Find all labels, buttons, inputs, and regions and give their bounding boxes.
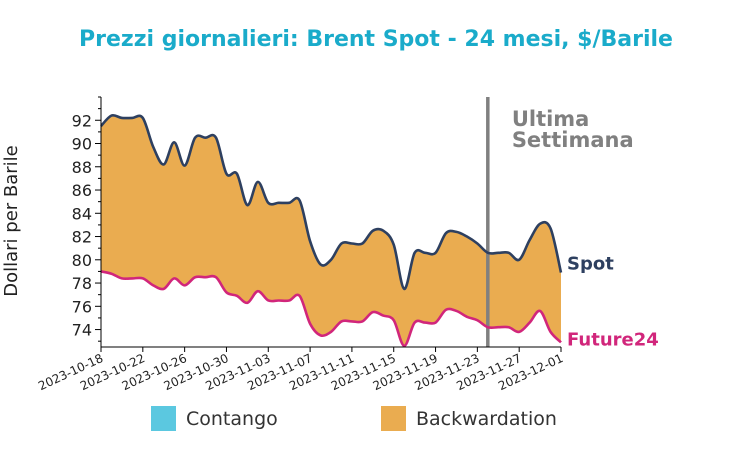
- spread-fill-area: [101, 115, 561, 346]
- plot-area: 74 76 78 80 82 84 86 88 90 92 2023-10-182023-10-2…: [36, 96, 659, 393]
- legend-label-backwardation: Backwardation: [416, 408, 557, 430]
- y-tick-label: 78: [72, 274, 92, 293]
- spot-series-label: Spot: [567, 254, 614, 275]
- y-tick-label: 90: [72, 135, 92, 154]
- last-week-annotation-line: Settimana: [512, 128, 634, 152]
- future24-series-label: Future24: [567, 329, 659, 350]
- y-axis: 74 76 78 80 82 84 86 88 90 92: [72, 96, 102, 347]
- y-tick-label: 86: [72, 181, 92, 200]
- legend: Contango Backwardation: [151, 406, 557, 431]
- y-tick-label: 80: [72, 251, 92, 270]
- y-tick-label: 92: [72, 111, 92, 130]
- x-axis: 2023-10-182023-10-222023-10-262023-10-30…: [36, 346, 565, 393]
- y-tick-label: 84: [72, 204, 92, 223]
- y-axis-label: Dollari per Barile: [1, 145, 22, 297]
- legend-label-contango: Contango: [186, 408, 278, 430]
- y-tick-label: 82: [72, 228, 92, 247]
- chart-title: Prezzi giornalieri: Brent Spot - 24 mesi…: [79, 27, 673, 52]
- y-tick-label: 76: [72, 297, 92, 316]
- legend-swatch-contango: [151, 406, 176, 431]
- legend-swatch-backwardation: [381, 406, 406, 431]
- spot-series-line: [100, 113, 563, 291]
- y-tick-label: 88: [72, 158, 92, 177]
- last-week-annotation-line: Ultima: [512, 107, 590, 131]
- last-week-annotation: Ultima Settimana: [512, 107, 634, 152]
- y-tick-label: 74: [72, 321, 92, 340]
- future24-series-line: [100, 270, 562, 348]
